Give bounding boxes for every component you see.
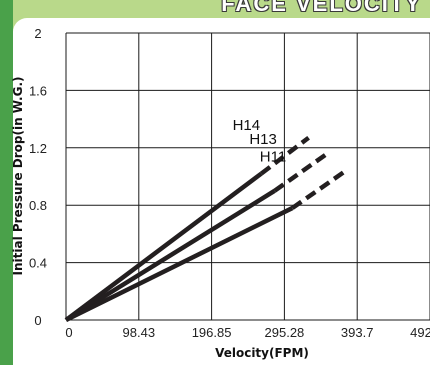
- y-tick-label: 0.8: [29, 198, 47, 213]
- x-tick-label: 0: [65, 325, 72, 340]
- y-tick-label: 1.2: [29, 141, 47, 156]
- header-band: FACE VELOCITY: [0, 0, 430, 18]
- series-dash-h14: [259, 135, 310, 176]
- series-label-h13: H13: [249, 131, 277, 148]
- y-tick-label: 0.4: [29, 256, 47, 271]
- y-tick-label: 2: [34, 26, 41, 41]
- series-dash-h13: [273, 150, 331, 193]
- series-lines: [64, 135, 350, 323]
- x-tick-label: 492.13: [410, 325, 430, 340]
- x-tick-label: 196.85: [192, 325, 232, 340]
- x-tick-label: 98.43: [123, 325, 156, 340]
- x-axis-title: Velocity(FPM): [215, 346, 309, 360]
- series-line-h13: [64, 188, 276, 322]
- series-label-h11: H11: [260, 148, 286, 165]
- left-accent-strip: [0, 0, 13, 365]
- x-tick-label: 393.7: [341, 325, 374, 340]
- header-title: FACE VELOCITY: [221, 0, 422, 16]
- series-dash-h11: [291, 167, 350, 210]
- grid: [65, 32, 430, 321]
- series-label-h14: H14: [233, 117, 261, 134]
- tick-labels: 0 98.43 196.85 295.28 393.7 492.13 0 0.4 0.8 1.2 1…: [29, 26, 430, 340]
- x-tick-label: 295.28: [265, 325, 305, 340]
- y-tick-label: 1.6: [29, 83, 47, 98]
- series-line-h11: [65, 206, 294, 323]
- y-axis-title: Initial Pressure Drop(in W.G.): [11, 76, 25, 275]
- series-line-h14: [64, 171, 263, 322]
- y-tick-label: 0: [34, 313, 41, 328]
